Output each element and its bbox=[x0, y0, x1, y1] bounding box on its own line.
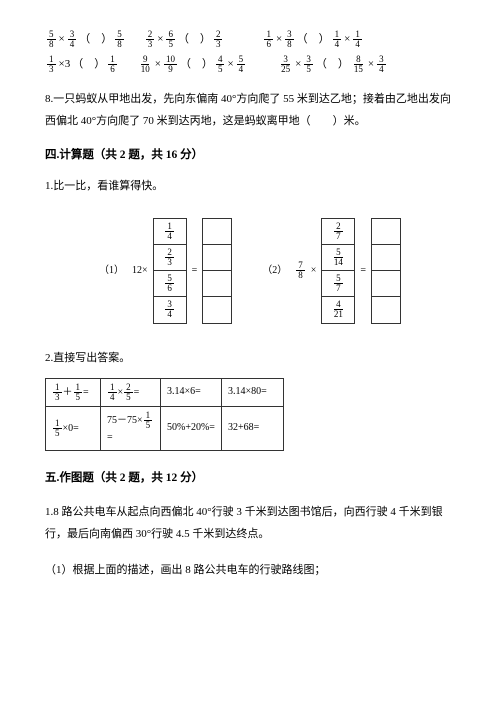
problem-2: 2.直接写出答案。 bbox=[45, 350, 455, 368]
answer-table: 13＋15= 14×25= 3.14×6= 3.14×80= 15×0= 75－… bbox=[45, 378, 284, 451]
problem-1: 1.比一比，看谁算得快。 bbox=[45, 178, 455, 196]
table-cell[interactable]: 3.14×6= bbox=[161, 378, 222, 406]
answer-column[interactable] bbox=[371, 218, 401, 324]
table-cell[interactable]: 75－75×15= bbox=[101, 406, 161, 450]
calc-2: （2） 78× 27 514 57 421 = bbox=[262, 218, 401, 324]
section-4-title: 四.计算题（共 2 题，共 16 分） bbox=[45, 146, 455, 164]
expr: 16×38（ ）14×14 bbox=[262, 30, 363, 49]
q5-p1: 1.8 路公共电车从起点向西偏北 40°行驶 3 千米到达图书馆后，向西行驶 4… bbox=[45, 501, 455, 545]
table-cell[interactable]: 13＋15= bbox=[46, 378, 101, 406]
calc-area: （1） 12× 14 23 56 34 = （2） 78× 27 514 57 … bbox=[45, 218, 455, 324]
expr: 910×109（ ）45×54 bbox=[137, 55, 247, 74]
expr: 23×65（ ）23 bbox=[144, 30, 225, 49]
frac-column: 27 514 57 421 bbox=[321, 218, 355, 324]
q5-p2: （1）根据上面的描述，画出 8 路公共电车的行驶路线图； bbox=[45, 559, 455, 581]
table-cell[interactable]: 50%+20%= bbox=[161, 406, 222, 450]
table-cell[interactable]: 15×0= bbox=[46, 406, 101, 450]
table-cell[interactable]: 3.14×80= bbox=[221, 378, 283, 406]
question-8: 8.一只蚂蚁从甲地出发，先向东偏南 40°方向爬了 55 米到达乙地；接着由乙地… bbox=[45, 88, 455, 132]
expr-row-1: 58×34（ ）58 23×65（ ）23 16×38（ ）14×14 bbox=[45, 30, 455, 49]
section-5-title: 五.作图题（共 2 题，共 12 分） bbox=[45, 469, 455, 487]
expr: 58×34（ ）58 bbox=[45, 30, 126, 49]
expr: 325×35（ ）815×34 bbox=[277, 55, 387, 74]
table-cell[interactable]: 14×25= bbox=[101, 378, 161, 406]
frac-column: 14 23 56 34 bbox=[153, 218, 187, 324]
table-cell[interactable]: 32+68= bbox=[221, 406, 283, 450]
expr: 13×3（ ）16 bbox=[45, 55, 119, 74]
answer-column[interactable] bbox=[202, 218, 232, 324]
calc-1: （1） 12× 14 23 56 34 = bbox=[99, 218, 232, 324]
expr-row-2: 13×3（ ）16 910×109（ ）45×54 325×35（ ）815×3… bbox=[45, 55, 455, 74]
